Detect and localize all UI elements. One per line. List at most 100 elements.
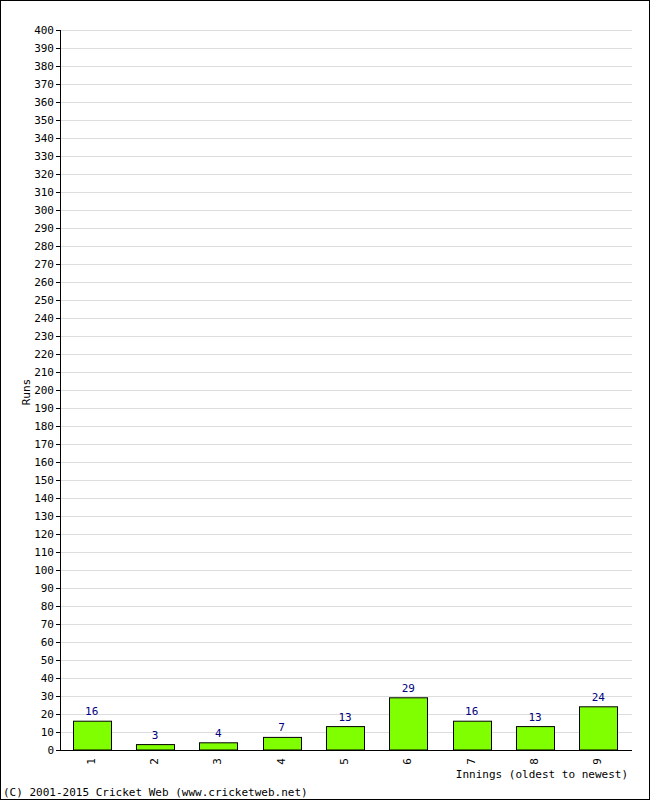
y-tick-label: 250 <box>34 294 54 307</box>
data-label: 29 <box>402 682 415 695</box>
data-label: 3 <box>152 729 159 742</box>
grid-line <box>60 444 632 445</box>
grid-line <box>60 696 632 697</box>
y-tick <box>56 660 60 661</box>
grid-line <box>60 174 632 175</box>
grid-line <box>60 642 632 643</box>
grid-line <box>60 570 632 571</box>
x-tick-label: 4 <box>275 758 288 765</box>
y-tick-label: 340 <box>34 132 54 145</box>
y-tick-label: 320 <box>34 168 54 181</box>
y-tick-label: 280 <box>34 240 54 253</box>
grid-line <box>60 120 632 121</box>
grid-line <box>60 426 632 427</box>
x-tick-label: 3 <box>211 758 224 765</box>
grid-line <box>60 318 632 319</box>
y-tick-label: 170 <box>34 438 54 451</box>
y-tick <box>56 606 60 607</box>
y-tick-label: 110 <box>34 546 54 559</box>
y-tick-label: 90 <box>41 582 54 595</box>
bar <box>200 743 238 750</box>
y-tick-label: 160 <box>34 456 54 469</box>
y-tick <box>56 426 60 427</box>
grid-line <box>60 210 632 211</box>
y-tick <box>56 192 60 193</box>
y-tick <box>56 282 60 283</box>
grid-line <box>60 138 632 139</box>
y-tick-label: 370 <box>34 78 54 91</box>
y-tick <box>56 696 60 697</box>
y-tick-label: 400 <box>34 24 54 37</box>
grid-line <box>60 30 632 31</box>
y-tick <box>56 228 60 229</box>
y-tick-label: 20 <box>41 708 54 721</box>
x-tick-label: 5 <box>338 758 351 765</box>
y-tick <box>56 570 60 571</box>
bar <box>137 745 175 750</box>
y-tick <box>56 174 60 175</box>
grid-line <box>60 678 632 679</box>
data-label: 24 <box>592 691 606 704</box>
y-tick <box>56 642 60 643</box>
y-tick-label: 290 <box>34 222 54 235</box>
grid-line <box>60 660 632 661</box>
grid-line <box>60 498 632 499</box>
y-tick <box>56 246 60 247</box>
grid-line <box>60 372 632 373</box>
grid-line <box>60 156 632 157</box>
grid-line <box>60 516 632 517</box>
grid-line <box>60 534 632 535</box>
bar <box>74 721 112 750</box>
y-tick <box>56 444 60 445</box>
grid-line <box>60 354 632 355</box>
y-tick <box>56 624 60 625</box>
y-tick-label: 100 <box>34 564 54 577</box>
bar <box>454 721 492 750</box>
y-tick <box>56 408 60 409</box>
y-tick-label: 330 <box>34 150 54 163</box>
grid-line <box>60 228 632 229</box>
grid-line <box>60 192 632 193</box>
y-tick <box>56 678 60 679</box>
y-tick <box>56 462 60 463</box>
y-tick-label: 30 <box>41 690 54 703</box>
y-axis <box>60 30 61 750</box>
chart: 0102030405060708090100110120130140150160… <box>0 0 650 800</box>
y-tick <box>56 552 60 553</box>
y-tick-label: 40 <box>41 672 54 685</box>
data-label: 16 <box>85 705 98 718</box>
x-tick-label: 2 <box>148 758 161 765</box>
grid-line <box>60 750 632 751</box>
y-tick <box>56 120 60 121</box>
x-tick-label: 7 <box>465 758 478 765</box>
y-tick <box>56 534 60 535</box>
y-tick-label: 350 <box>34 114 54 127</box>
bars <box>74 698 618 750</box>
y-tick-label: 230 <box>34 330 54 343</box>
y-tick-label: 240 <box>34 312 54 325</box>
y-tick-label: 50 <box>41 654 54 667</box>
grid-line <box>60 624 632 625</box>
data-label: 4 <box>215 727 222 740</box>
grid-line <box>60 390 632 391</box>
grid-line <box>60 102 632 103</box>
bar <box>327 727 365 750</box>
y-tick <box>56 264 60 265</box>
x-tick-label: 9 <box>591 758 604 765</box>
y-tick <box>56 372 60 373</box>
y-tick-label: 120 <box>34 528 54 541</box>
data-label: 7 <box>278 721 285 734</box>
y-tick <box>56 210 60 211</box>
y-tick-label: 260 <box>34 276 54 289</box>
data-label: 13 <box>338 711 351 724</box>
y-tick-label: 60 <box>41 636 54 649</box>
y-tick-label: 80 <box>41 600 54 613</box>
labels: 163471329161324 <box>85 682 605 742</box>
grid-line <box>60 588 632 589</box>
y-tick <box>56 318 60 319</box>
y-tick <box>56 300 60 301</box>
y-tick <box>56 480 60 481</box>
y-tick <box>56 498 60 499</box>
y-tick-label: 360 <box>34 96 54 109</box>
y-tick <box>56 138 60 139</box>
